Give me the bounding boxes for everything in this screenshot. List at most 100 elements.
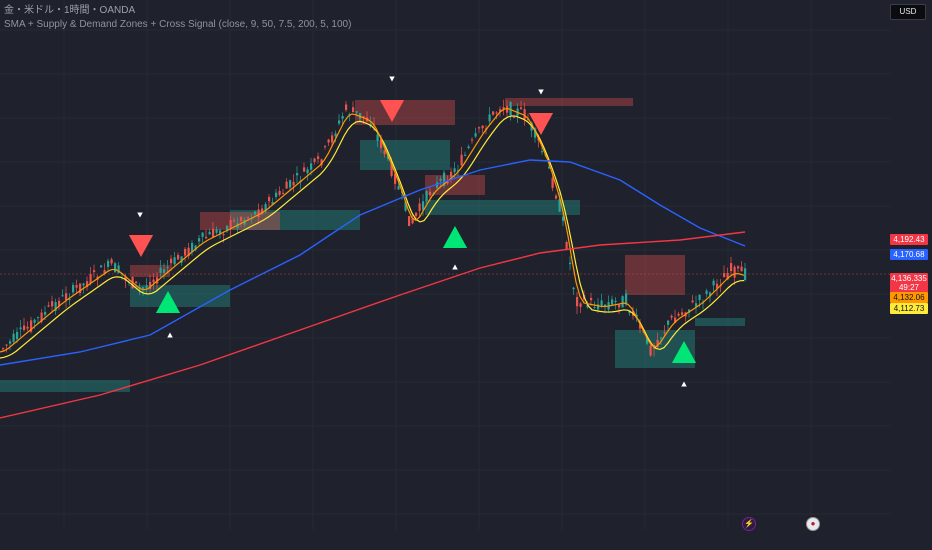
candle-body bbox=[26, 326, 29, 329]
candle-body bbox=[383, 150, 386, 155]
price-tag-1: 4,170.68 bbox=[890, 249, 928, 260]
candle-body bbox=[726, 272, 729, 280]
candle-body bbox=[341, 116, 344, 119]
candle-body bbox=[670, 315, 673, 318]
candle-body bbox=[411, 218, 414, 224]
currency-button[interactable]: USD bbox=[890, 4, 926, 20]
candle-body bbox=[656, 339, 659, 347]
candle-body bbox=[744, 268, 747, 281]
candle-body bbox=[177, 254, 180, 260]
candle-body bbox=[418, 203, 421, 212]
candle-body bbox=[166, 267, 169, 269]
candle-body bbox=[555, 195, 558, 199]
sell-marker-icon bbox=[389, 76, 395, 82]
candle-body bbox=[173, 257, 176, 265]
candle-body bbox=[201, 232, 204, 237]
candle-body bbox=[716, 283, 719, 289]
candle-body bbox=[205, 236, 208, 239]
candle-body bbox=[443, 172, 446, 186]
symbol-title[interactable]: 金・米ドル・1時間・OANDA bbox=[4, 5, 136, 16]
demand-zone bbox=[230, 210, 360, 230]
candle-body bbox=[541, 151, 544, 153]
candle-body bbox=[152, 279, 155, 283]
candle-body bbox=[86, 281, 89, 288]
flag-us-icon[interactable]: ● bbox=[806, 517, 820, 531]
candle-body bbox=[513, 116, 516, 118]
candle-body bbox=[628, 310, 631, 314]
candle-body bbox=[191, 242, 194, 253]
candle-body bbox=[124, 276, 127, 281]
candle-body bbox=[37, 317, 40, 319]
supply-zone bbox=[625, 255, 685, 295]
candle-body bbox=[723, 273, 726, 278]
sma-fast-line bbox=[0, 115, 745, 359]
candle-body bbox=[334, 133, 337, 137]
candle-body bbox=[114, 263, 117, 273]
price-tag-4: 4,132.06 bbox=[890, 292, 928, 303]
candle-body bbox=[19, 327, 22, 330]
chart-legend: 金・米ドル・1時間・OANDA SMA + Supply & Demand Zo… bbox=[4, 4, 351, 32]
demand-zone bbox=[425, 200, 580, 215]
candle-body bbox=[89, 274, 92, 284]
lightning-icon[interactable]: ⚡ bbox=[742, 517, 756, 531]
candle-body bbox=[397, 186, 400, 190]
candle-body bbox=[331, 135, 334, 143]
candle-body bbox=[698, 294, 701, 301]
candle-body bbox=[44, 311, 47, 315]
sell-marker-icon bbox=[538, 89, 544, 95]
candle-body bbox=[212, 228, 215, 238]
candle-body bbox=[247, 217, 250, 219]
candle-body bbox=[275, 192, 278, 197]
candle-body bbox=[327, 139, 330, 143]
candle-body bbox=[474, 133, 477, 137]
candle-body bbox=[355, 111, 358, 113]
candle-body bbox=[58, 300, 61, 307]
candle-body bbox=[338, 120, 341, 124]
candle-body bbox=[548, 166, 551, 169]
candle-body bbox=[464, 154, 467, 156]
candle-body bbox=[345, 104, 348, 110]
candle-body bbox=[674, 317, 677, 324]
buy-marker-icon bbox=[167, 332, 173, 338]
sell-marker-icon bbox=[137, 212, 143, 218]
candle-body bbox=[460, 154, 463, 166]
candle-body bbox=[408, 216, 411, 226]
candle-body bbox=[198, 238, 201, 242]
sma-slow-line bbox=[0, 159, 746, 366]
candle-body bbox=[618, 304, 621, 308]
candle-body bbox=[306, 169, 309, 174]
candle-body bbox=[107, 260, 110, 268]
candle-body bbox=[310, 163, 313, 170]
candle-body bbox=[257, 209, 260, 218]
candle-body bbox=[376, 134, 379, 141]
candle-body bbox=[79, 283, 82, 294]
candle-body bbox=[478, 127, 481, 129]
candle-body bbox=[646, 336, 649, 344]
candle-body bbox=[579, 303, 582, 307]
candle-body bbox=[138, 287, 141, 289]
candle-body bbox=[415, 212, 418, 216]
candle-body bbox=[145, 285, 148, 288]
price-tag-2: 4,136.335 bbox=[890, 273, 928, 284]
candle-body bbox=[170, 258, 173, 264]
candle-body bbox=[730, 263, 733, 272]
candle-body bbox=[439, 178, 442, 181]
candle-body bbox=[471, 139, 474, 141]
indicator-title[interactable]: SMA + Supply & Demand Zones + Cross Sign… bbox=[4, 19, 352, 30]
candle-body bbox=[695, 303, 698, 307]
price-tag-5: 4,112.73 bbox=[890, 303, 928, 314]
candle-body bbox=[100, 265, 103, 268]
candle-body bbox=[320, 159, 323, 166]
candle-body bbox=[523, 109, 526, 120]
sell-signal-icon bbox=[379, 100, 405, 122]
candle-body bbox=[215, 229, 218, 233]
candle-body bbox=[558, 199, 561, 212]
candle-body bbox=[352, 107, 355, 113]
candle-body bbox=[481, 125, 484, 129]
candle-body bbox=[681, 312, 684, 315]
candle-body bbox=[649, 345, 652, 356]
candle-body bbox=[593, 307, 596, 309]
candle-body bbox=[362, 116, 365, 118]
